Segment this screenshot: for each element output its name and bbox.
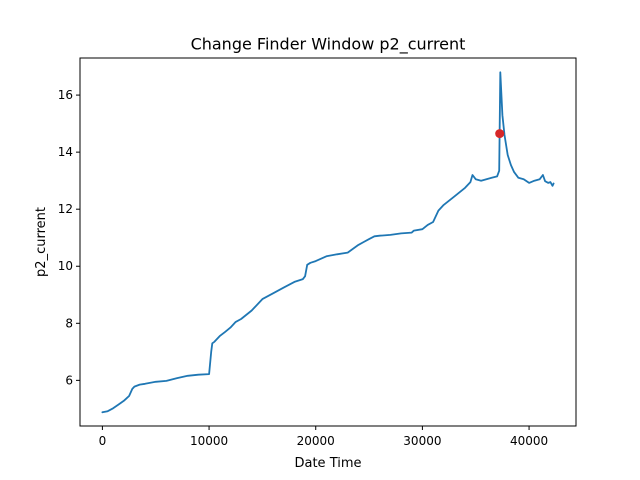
series-line-0 — [101, 71, 555, 414]
x-tick-label: 10000 — [190, 434, 228, 448]
y-axis-label: p2_current — [34, 207, 49, 277]
x-tick-label: 20000 — [297, 434, 335, 448]
y-tick-label: 8 — [65, 316, 73, 330]
y-tick-label: 12 — [58, 202, 73, 216]
x-tick-label: 40000 — [510, 434, 548, 448]
axes-frame — [79, 57, 577, 427]
y-tick-label: 16 — [58, 88, 73, 102]
y-tick-label: 10 — [58, 259, 73, 273]
x-axis-label: Date Time — [294, 456, 361, 471]
x-tick-label: 0 — [99, 434, 107, 448]
y-tick-label: 6 — [65, 373, 73, 387]
y-tick-label: 14 — [58, 145, 73, 159]
change-point-marker-0 — [495, 129, 505, 139]
chart-title: Change Finder Window p2_current — [191, 35, 466, 55]
x-tick-label: 30000 — [403, 434, 441, 448]
plot-area — [101, 71, 555, 414]
axis-ticks: 0 10000 20000 30000 40000 6 8 10 12 14 16 — [58, 88, 548, 448]
